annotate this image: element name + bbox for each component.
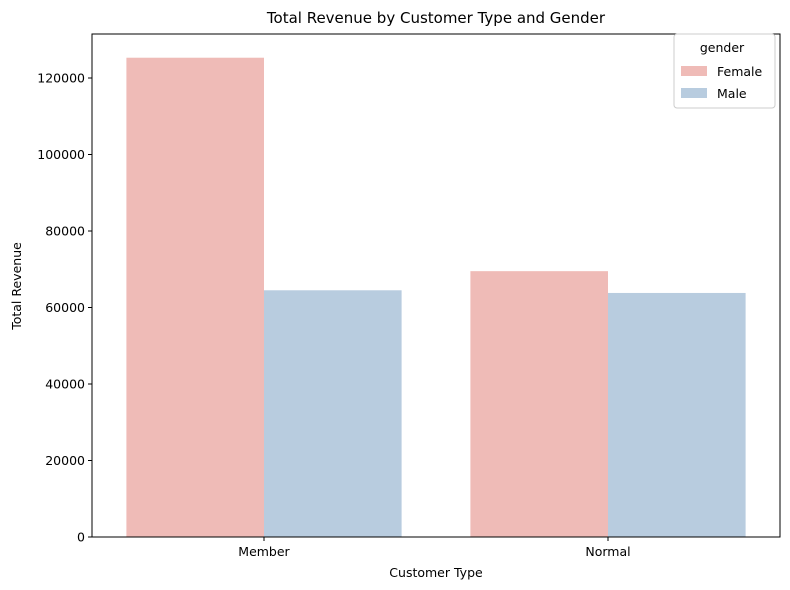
y-tick-label: 120000 <box>37 70 85 85</box>
y-tick-label: 60000 <box>45 300 85 315</box>
plot-area: 0 20000 40000 60000 80000 100000 120000 Member N… <box>37 33 781 559</box>
x-tick-label-normal: Normal <box>585 544 630 559</box>
legend-title: gender <box>700 40 745 55</box>
legend-swatch-male <box>681 88 707 98</box>
y-tick-label: 0 <box>77 530 85 545</box>
bar-male-member <box>264 290 402 537</box>
chart-title: Total Revenue by Customer Type and Gende… <box>266 9 606 27</box>
x-tick-label-member: Member <box>238 544 290 559</box>
legend-swatch-female <box>681 66 707 76</box>
legend: gender Female Male <box>673 33 776 109</box>
axes-frame <box>91 33 781 538</box>
x-axis-label: Customer Type <box>389 565 483 580</box>
y-tick-label: 20000 <box>45 453 85 468</box>
y-tick-label: 80000 <box>45 223 85 238</box>
bar-female-member <box>126 57 265 537</box>
bar-female-normal <box>470 271 608 537</box>
legend-label-male: Male <box>717 86 747 101</box>
y-tick-label: 40000 <box>45 376 85 391</box>
y-tick-label: 100000 <box>37 147 85 162</box>
bar-male-normal <box>608 292 746 537</box>
y-axis-label: Total Revenue <box>9 242 24 331</box>
legend-label-female: Female <box>717 64 763 79</box>
